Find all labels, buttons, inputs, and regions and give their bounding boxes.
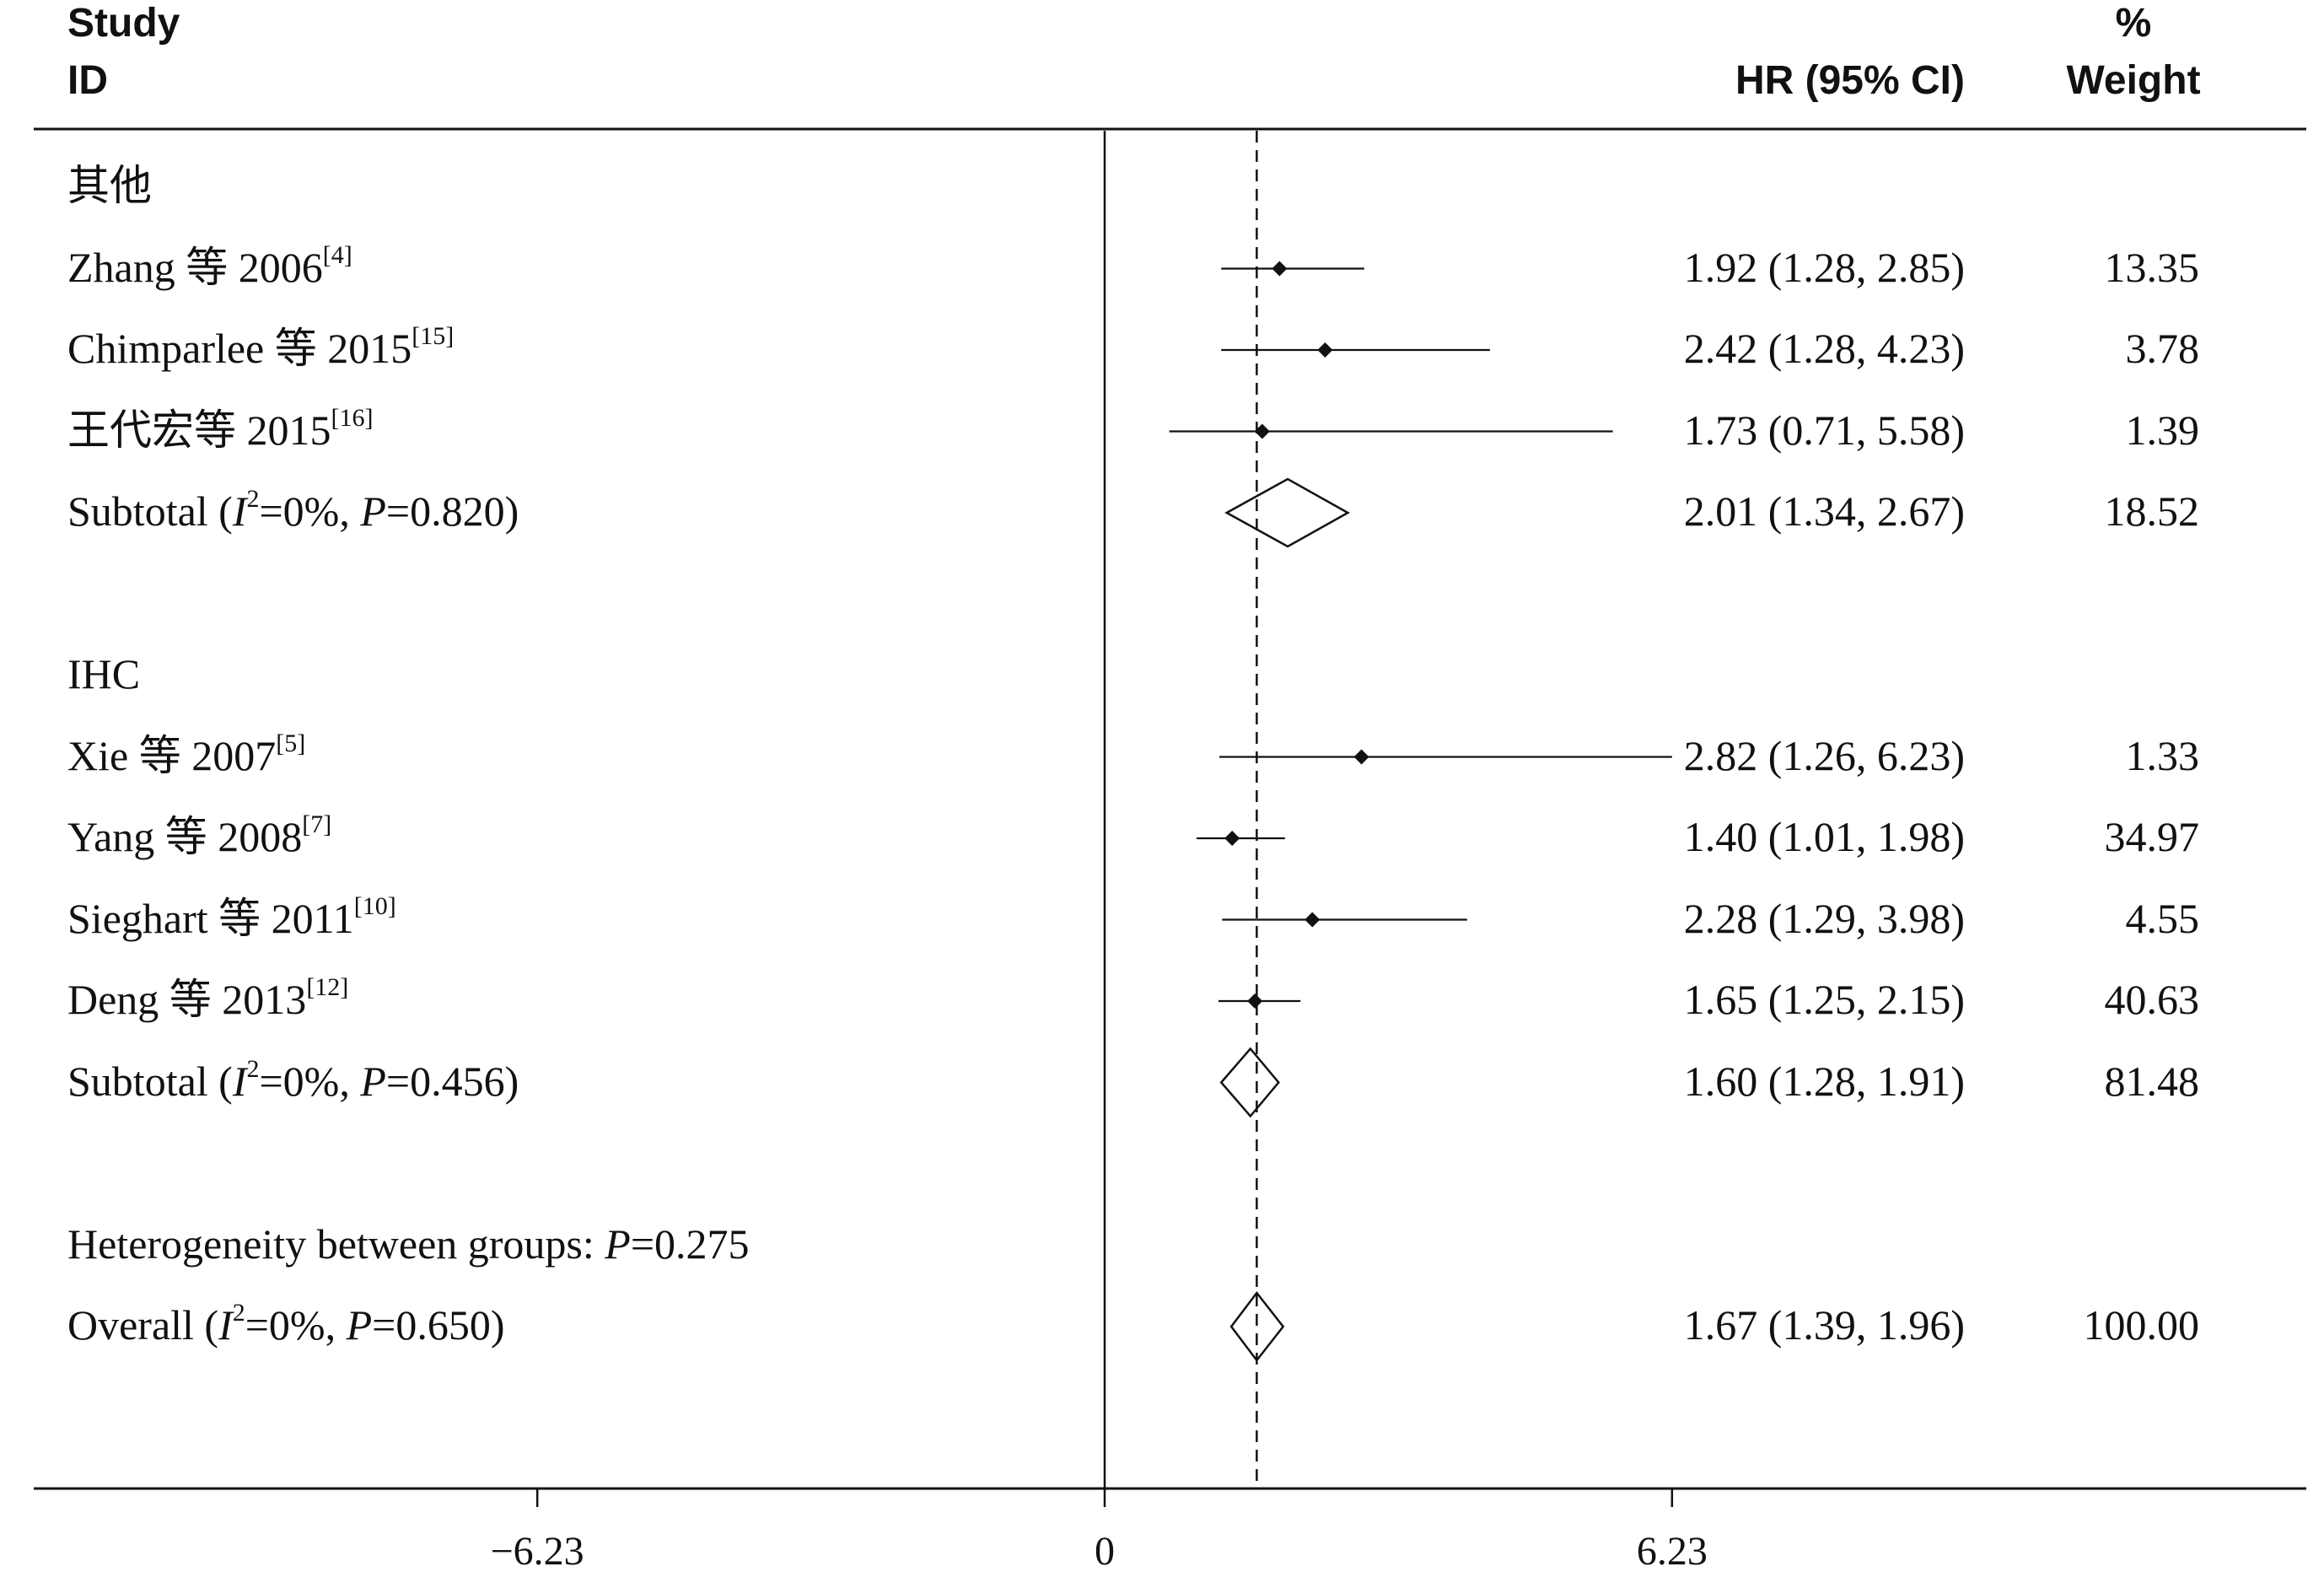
p-symbol: P: [346, 1301, 373, 1349]
point-estimate: [1272, 261, 1288, 277]
study-name: 王代宏等 2015: [67, 406, 331, 454]
header-weight: Weight: [2066, 58, 2201, 103]
group-label: IHC: [67, 650, 141, 697]
heterogeneity-label: Heterogeneity between groups: P=0.275: [67, 1223, 750, 1265]
p-value: =0.650): [372, 1301, 505, 1349]
weight-value: 3.78: [2125, 325, 2200, 372]
study-ref: [12]: [306, 973, 349, 1001]
overall-diamond: [1229, 1290, 1285, 1363]
hr-ci-value: 1.40 (1.01, 1.98): [1683, 813, 1965, 860]
x-tick-label: 6.23: [1637, 1529, 1708, 1572]
hr-ci-value: 2.28 (1.29, 3.98): [1683, 894, 1965, 942]
weight-value: 81.48: [2104, 1057, 2200, 1105]
study-name: Chimparlee 等 2015: [67, 325, 412, 372]
x-tick-label: −6.23: [491, 1529, 584, 1572]
point-estimate: [1247, 993, 1263, 1009]
hr-ci-value: 2.42 (1.28, 4.23): [1683, 325, 1965, 372]
subtotal-diamond: [1224, 477, 1350, 548]
study-label: 王代宏等 2015[16]: [67, 405, 373, 454]
x-tick-label: 0: [1095, 1529, 1115, 1572]
p-symbol: P: [360, 1057, 386, 1105]
study-ref: [15]: [412, 322, 455, 350]
point-estimate: [1353, 749, 1369, 765]
study-label: Chimparlee 等 2015[15]: [67, 324, 454, 372]
i2-value: =0%,: [245, 1301, 347, 1349]
study-name: Sieghart 等 2011: [67, 894, 354, 942]
header-id: ID: [67, 58, 108, 103]
hr-ci-value: 1.73 (0.71, 5.58): [1683, 406, 1965, 454]
p-symbol: P: [605, 1219, 631, 1268]
study-name: Yang 等 2008: [67, 813, 303, 860]
point-estimate: [1224, 831, 1240, 846]
hr-ci-value: 1.60 (1.28, 1.91): [1683, 1057, 1965, 1105]
point-estimate: [1305, 912, 1321, 928]
i2-value: =0%,: [259, 1057, 361, 1105]
study-ref: [5]: [276, 729, 306, 757]
i2-symbol: I: [232, 487, 247, 535]
header-study: Study: [67, 1, 180, 46]
weight-value: 4.55: [2125, 894, 2200, 942]
study-name: Zhang 等 2006: [67, 243, 323, 291]
weight-value: 1.33: [2125, 731, 2200, 779]
header-pct: %: [2115, 1, 2152, 46]
hr-ci-value: 1.67 (1.39, 1.96): [1683, 1301, 1965, 1349]
study-label: Yang 等 2008[7]: [67, 812, 331, 860]
heterogeneity-text: Heterogeneity between groups:: [67, 1219, 605, 1268]
point-estimate: [1317, 342, 1333, 358]
study-label: Xie 等 2007[5]: [67, 730, 305, 779]
p-value: =0.456): [385, 1057, 519, 1105]
subtotal-label: Subtotal (I2=0%, P=0.820): [67, 487, 519, 535]
weight-value: 18.52: [2104, 487, 2200, 535]
study-ref: [10]: [353, 891, 396, 920]
i2-symbol: I: [218, 1301, 233, 1349]
subtotal-diamond: [1219, 1047, 1280, 1118]
group-label: 其他: [67, 162, 152, 209]
subtotal-label: Subtotal (I2=0%, P=0.456): [67, 1056, 519, 1105]
header-hr-ci: HR (95% CI): [1735, 58, 1965, 103]
study-ref: [4]: [322, 240, 352, 269]
stat-label-text: Subtotal (: [67, 1057, 233, 1105]
i2-superscript: 2: [232, 1299, 245, 1327]
overall-label: Overall (I2=0%, P=0.650): [67, 1300, 505, 1349]
p-symbol: P: [360, 487, 386, 535]
study-name: Deng 等 2013: [67, 976, 307, 1023]
p-value: =0.820): [385, 487, 519, 535]
hr-ci-value: 1.65 (1.25, 2.15): [1683, 976, 1965, 1023]
stat-label-text: Subtotal (: [67, 487, 233, 535]
stat-label-text: Overall (: [67, 1301, 219, 1349]
study-ref: [7]: [302, 810, 332, 838]
weight-value: 34.97: [2104, 813, 2200, 860]
study-ref: [16]: [331, 403, 374, 432]
weight-value: 1.39: [2125, 406, 2200, 454]
hr-ci-value: 2.01 (1.34, 2.67): [1683, 487, 1965, 535]
weight-value: 100.00: [2083, 1301, 2200, 1349]
hr-ci-value: 2.82 (1.26, 6.23): [1683, 731, 1965, 779]
study-name: Xie 等 2007: [67, 731, 277, 779]
study-label: Sieghart 等 2011[10]: [67, 893, 396, 942]
p-value: =0.275: [630, 1219, 750, 1268]
study-label: Zhang 等 2006[4]: [67, 242, 352, 291]
i2-symbol: I: [232, 1057, 247, 1105]
point-estimate: [1254, 423, 1270, 439]
study-label: Deng 等 2013[12]: [67, 975, 348, 1023]
hr-ci-value: 1.92 (1.28, 2.85): [1683, 243, 1965, 291]
weight-value: 40.63: [2104, 976, 2200, 1023]
i2-superscript: 2: [246, 1054, 260, 1083]
weight-value: 13.35: [2104, 243, 2200, 291]
i2-value: =0%,: [259, 487, 361, 535]
i2-superscript: 2: [246, 485, 260, 513]
